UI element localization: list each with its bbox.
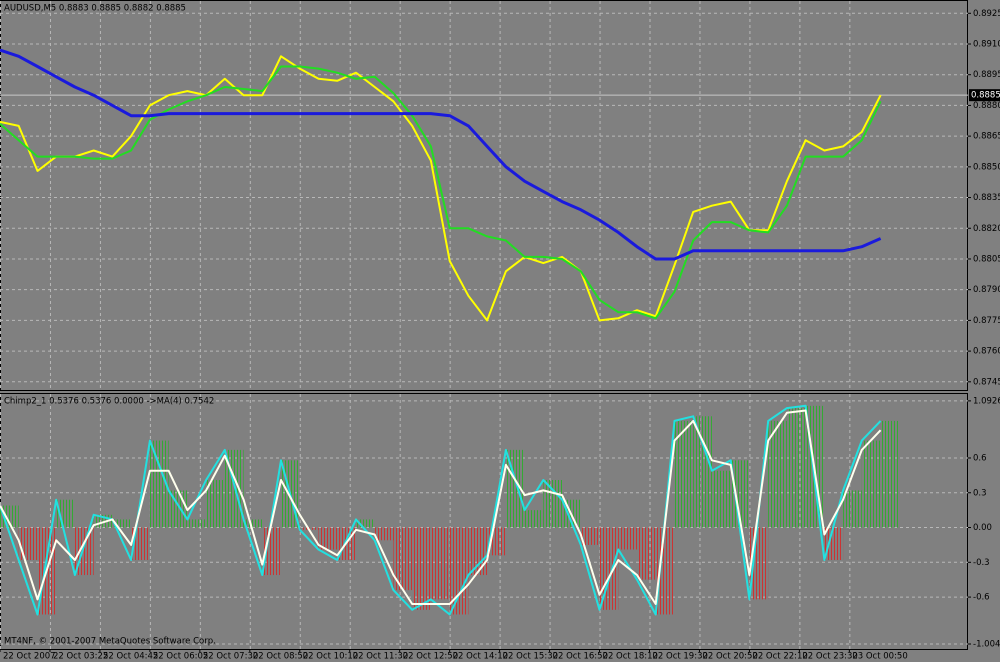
y-tick-label: 1.0926: [973, 396, 1000, 406]
histogram-bar: [768, 420, 787, 528]
price-line: [0, 55, 882, 322]
histogram-bar: [206, 480, 225, 528]
histogram-bar: [243, 519, 263, 528]
histogram-bar: [355, 519, 375, 528]
histogram-bar: [674, 420, 694, 528]
y-tick-label: 0.8895: [973, 70, 1000, 80]
y-tick-label: 0.3: [973, 488, 987, 498]
histogram-bar: [149, 440, 169, 528]
y-tick-label: 0.8820: [973, 224, 1000, 234]
y-tick-label: 0.00: [973, 523, 992, 533]
current-price-box: [969, 89, 1000, 102]
histogram-bar: [861, 440, 881, 528]
y-tick-label: 0.8850: [973, 162, 1000, 172]
histogram-bar: [655, 527, 675, 615]
price-line: [0, 65, 882, 320]
histogram-bar: [580, 527, 600, 545]
histogram-bar: [730, 460, 750, 528]
x-tick-label: 22 Oct 16:50: [553, 652, 608, 662]
y-tick-label: 0.8865: [973, 132, 1000, 142]
y-tick-label: 0.8880: [973, 101, 1000, 111]
price-line: [0, 48, 882, 261]
indicator-line: [0, 409, 882, 605]
x-tick-label: 22 Oct 19:30: [652, 652, 707, 662]
y-tick-label: -1.0048: [973, 639, 1000, 649]
histogram-bar: [824, 527, 844, 560]
copyright: MT4NF, © 2001-2007 MetaQuotes Software C…: [4, 637, 216, 647]
x-tick-label: 22 Oct 22:10: [752, 652, 807, 662]
histogram-bar: [880, 420, 900, 528]
y-tick-label: 0.8835: [973, 193, 1000, 203]
histogram-bar: [412, 527, 431, 610]
histogram-bar: [393, 527, 413, 591]
x-tick-label: 22 Oct 08:50: [253, 652, 308, 662]
x-tick-label: 22 Oct 12:50: [403, 652, 458, 662]
histogram-bar: [711, 470, 731, 528]
y-tick-label: 0.8925: [973, 9, 1000, 19]
histogram-bar: [599, 527, 619, 610]
histogram-bar: [374, 527, 394, 541]
y-tick-label: 0.8790: [973, 285, 1000, 295]
histogram-bar: [524, 510, 544, 528]
x-tick-label: 22 Oct 03:25: [53, 652, 108, 662]
histogram-bar: [430, 527, 450, 600]
current-price-label: 0.8885: [971, 91, 1000, 101]
x-tick-label: 22 Oct 10:10: [303, 652, 358, 662]
y-tick-label: 0.8760: [973, 347, 1000, 357]
histogram-bar: [449, 527, 469, 615]
y-tick-label: 0.8805: [973, 254, 1000, 264]
histogram-bar: [843, 490, 862, 528]
y-tick-label: 0.8745: [973, 377, 1000, 387]
x-tick-label: 22 Oct 18:10: [603, 652, 658, 662]
histogram-bar: [187, 519, 207, 528]
histogram-bar: [618, 527, 638, 550]
histogram-bar: [18, 527, 38, 560]
histogram-bar: [786, 408, 806, 528]
y-tick-label: 0.6: [973, 453, 987, 463]
x-tick-label: 23 Oct 00:50: [852, 652, 907, 662]
y-tick-label: -0.6: [973, 593, 990, 603]
histogram-bar: [318, 527, 338, 550]
x-tick-label: 22 Oct 06:05: [153, 652, 208, 662]
chart-title: AUDUSD,M5 0.8883 0.8885 0.8882 0.8885: [4, 4, 186, 14]
x-tick-label: 22 Oct 2007: [3, 652, 56, 662]
x-tick-label: 22 Oct 07:30: [203, 652, 258, 662]
y-tick-label: 0.8910: [973, 39, 1000, 49]
x-tick-label: 22 Oct 14:10: [453, 652, 508, 662]
x-tick-label: 22 Oct 23:30: [802, 652, 857, 662]
x-tick-label: 22 Oct 04:45: [103, 652, 158, 662]
histogram-bar: [637, 527, 656, 580]
histogram-bar: [468, 527, 488, 576]
x-tick-label: 22 Oct 15:30: [503, 652, 558, 662]
histogram-bar: [543, 480, 563, 528]
x-tick-label: 22 Oct 20:50: [702, 652, 757, 662]
y-tick-label: 0.8775: [973, 316, 1000, 326]
histogram-bar: [693, 416, 712, 528]
indicator-title: Chimp2_1 0.5376 0.5376 0.0000 ->MA(4) 0.…: [4, 397, 214, 407]
histogram-bar: [505, 449, 525, 528]
y-tick-label: -0.3: [973, 558, 990, 568]
histogram-bar: [112, 519, 132, 528]
x-tick-label: 22 Oct 11:30: [353, 652, 408, 662]
